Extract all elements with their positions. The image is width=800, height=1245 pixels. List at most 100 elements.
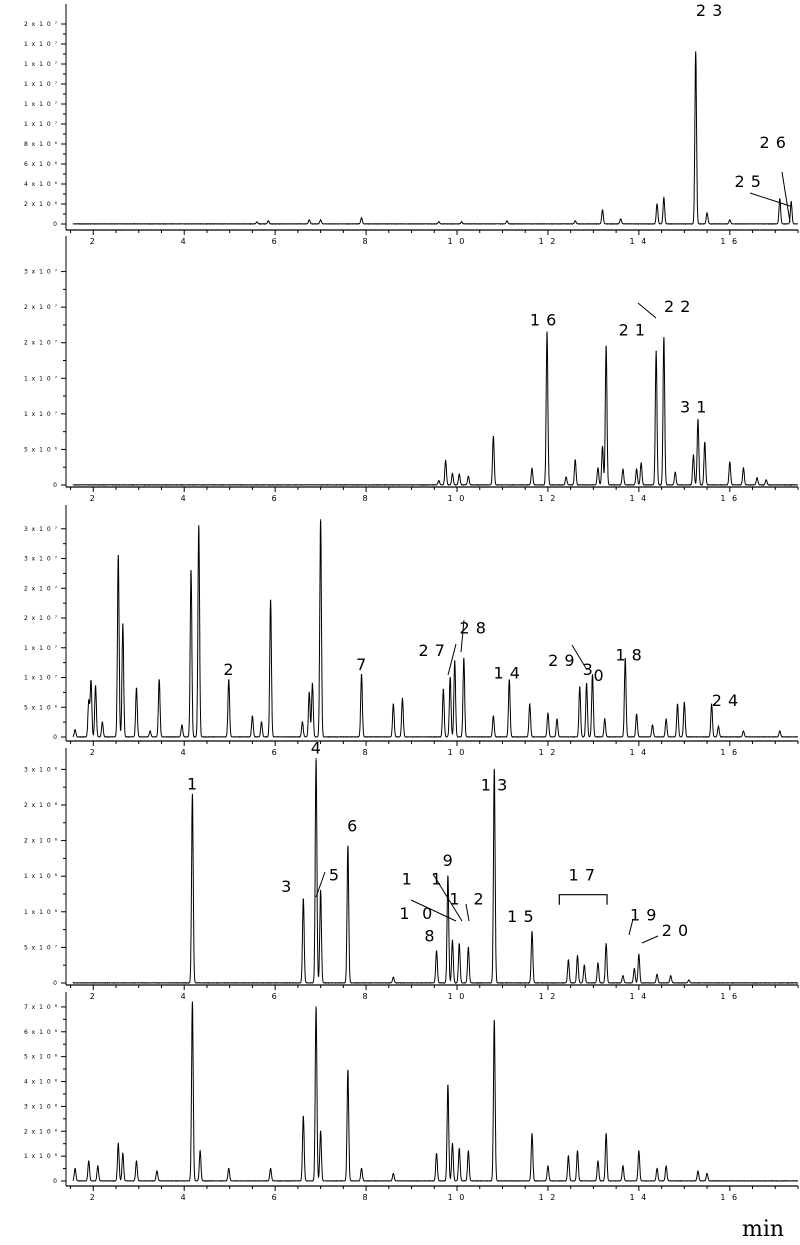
x-tick-label: 1 2 xyxy=(539,1193,558,1202)
peak-apex xyxy=(458,473,460,475)
panel-4: 0 5 x 1 0 ⁷ 1 x 1 0 ⁸ 1 x 1 0 ⁸ 2 x 1 0 ⁸ 2 x… xyxy=(24,739,799,1001)
peak-apex xyxy=(717,725,720,727)
x-tick-label: 6 xyxy=(272,992,279,1001)
peak-apex xyxy=(445,460,447,462)
peak-label: 8 xyxy=(424,927,435,946)
y-tick-label: 8 x 1 0 ⁶ xyxy=(24,141,58,148)
peak-apex xyxy=(765,479,767,481)
peak-apex xyxy=(360,673,363,676)
leader-line xyxy=(410,899,457,922)
y-tick-label: 2 x 1 0 ⁷ xyxy=(24,615,58,622)
y-tick-label: 0 xyxy=(53,734,58,741)
x-tick-label: 1 2 xyxy=(539,494,558,503)
peak-apex xyxy=(729,219,731,221)
peak-apex xyxy=(531,1133,533,1135)
peak-apex xyxy=(320,219,322,221)
x-tick-label: 1 4 xyxy=(630,237,649,246)
peak-apex xyxy=(191,1001,193,1003)
peak-apex xyxy=(199,1150,201,1152)
peak-apex xyxy=(670,975,672,977)
y-tick-label: 1 x 1 0 ⁸ xyxy=(24,1153,58,1160)
x-tick-label: 1 4 xyxy=(630,748,649,757)
y-tick-label: 7 x 1 0 ⁸ xyxy=(24,1004,58,1011)
peak-apex xyxy=(117,554,119,557)
peak-apex xyxy=(467,1150,469,1152)
peak-apex xyxy=(604,718,606,720)
y-tick-label: 3 x 1 0 ⁸ xyxy=(24,766,58,773)
peak-apex xyxy=(729,461,731,463)
peak-apex xyxy=(190,569,192,572)
peak-apex xyxy=(181,724,183,726)
peak-apex xyxy=(583,964,585,966)
x-tick-label: 4 xyxy=(181,992,188,1001)
peak-label: 2 7 xyxy=(419,641,446,660)
panel-3: 0 5 x 1 0 ⁶ 1 x 1 0 ⁷ 1 x 1 0 ⁷ 2 x 1 0 ⁷ 2 x… xyxy=(24,505,799,757)
peak-apex xyxy=(97,1165,99,1167)
peak-apex xyxy=(624,657,626,660)
peak-apex xyxy=(605,345,607,347)
peak-apex xyxy=(88,1160,90,1162)
y-tick-label: 1 x 1 0 ⁷ xyxy=(24,81,58,88)
peak-apex xyxy=(574,459,576,461)
y-tick-label: 2 x 1 0 ⁶ xyxy=(24,201,58,208)
y-tick-label: 5 x 1 0 ⁶ xyxy=(24,446,58,453)
peak-label: 3 1 xyxy=(680,397,707,416)
chromatogram-trace xyxy=(72,759,799,984)
y-tick-label: 1 x 1 0 ⁷ xyxy=(24,411,58,418)
peak-apex xyxy=(622,1165,624,1167)
peak-apex xyxy=(492,436,494,438)
peak-apex xyxy=(567,959,569,961)
x-tick-label: 1 6 xyxy=(720,1193,739,1202)
peak-apex xyxy=(697,418,699,421)
peak-apex xyxy=(506,220,508,222)
peak-apex xyxy=(706,1172,708,1175)
peak-apex xyxy=(228,1167,230,1170)
peak-apex xyxy=(565,476,567,478)
peak-apex xyxy=(638,1150,640,1152)
peak-apex xyxy=(574,220,576,222)
peak-label: 1 9 xyxy=(630,905,657,924)
peak-apex xyxy=(267,220,269,222)
peak-label: 2 1 xyxy=(619,321,646,340)
x-tick-label: 1 0 xyxy=(448,1193,467,1202)
x-tick-label: 2 xyxy=(90,748,97,757)
leader-line xyxy=(460,619,465,653)
y-tick-label: 2 x 1 0 ⁸ xyxy=(24,838,58,845)
peak-apex xyxy=(435,950,438,952)
y-tick-label: 1 x 1 0 ⁷ xyxy=(24,101,58,108)
peak-apex xyxy=(531,468,533,470)
peak-apex xyxy=(117,1143,119,1145)
peak-label: 2 2 xyxy=(664,297,691,316)
peak-apex xyxy=(122,1153,124,1155)
x-tick-label: 1 6 xyxy=(720,494,739,503)
peak-label: 1 8 xyxy=(615,645,642,664)
peak-apex xyxy=(360,1167,363,1170)
peak-apex xyxy=(622,975,624,977)
peak-apex xyxy=(665,718,667,720)
peak-apex xyxy=(601,445,604,448)
peak-apex xyxy=(597,962,599,964)
peak-apex xyxy=(492,715,494,717)
peak-apex xyxy=(269,599,272,601)
peak-apex xyxy=(508,679,510,681)
peak-apex xyxy=(122,623,124,625)
peak-apex xyxy=(493,1019,495,1022)
chromatogram-trace xyxy=(72,51,799,225)
peak-apex xyxy=(449,676,451,679)
peak-apex xyxy=(467,946,469,948)
peak-label: 6 xyxy=(347,816,358,835)
peak-apex xyxy=(605,943,607,945)
peak-apex xyxy=(663,337,665,339)
peak-apex xyxy=(438,221,440,223)
peak-apex xyxy=(493,768,495,770)
peak-apex xyxy=(315,758,317,760)
peak-apex xyxy=(320,889,322,892)
peak-label: 1 xyxy=(402,870,413,889)
peak-apex xyxy=(347,845,349,847)
peak-label: 0 xyxy=(594,666,605,685)
y-tick-label: 0 xyxy=(53,221,58,228)
peak-apex xyxy=(260,721,263,723)
x-tick-label: 1 0 xyxy=(448,494,467,503)
x-tick-label: 4 xyxy=(181,237,188,246)
